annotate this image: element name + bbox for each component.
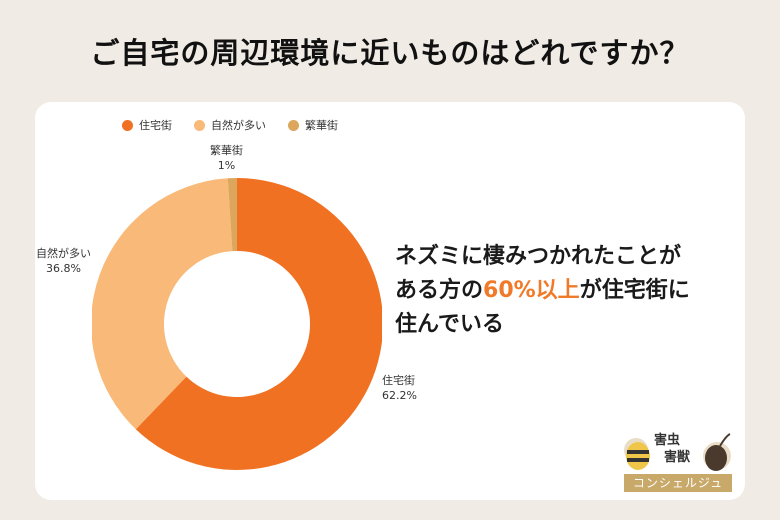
slice-hankagai[interactable] [227,178,237,252]
logo-line: 害獣 [664,450,691,465]
label-name: 繁華街 [210,144,243,157]
headline-line-3: 住んでいる [395,312,504,337]
label-name: 住宅街 [382,374,415,387]
headline-line-1: ネズミに棲みつかれたことが [395,244,682,269]
brand-logo: 害虫 害獣 コンシェルジュ [622,430,734,494]
label-value: 1% [217,159,236,172]
logo-text: 害虫 害獣 [654,432,690,466]
page-title: ご自宅の周辺環境に近いものはどれですか？ [90,36,690,70]
legend-item-hankagai[interactable]: 繁華街 [288,117,338,133]
headline-callout: ネズミに棲みつかれたことが ある方の60%以上が住宅街に 住んでいる [395,240,690,342]
headline-text: ある方の [395,278,484,303]
legend-label: 自然が多い [211,119,266,132]
logo-band: コンシェルジュ [624,474,732,492]
legend-dot-icon [122,119,133,131]
label-value: 62.2% [382,389,417,402]
slice-jutaku[interactable] [135,178,382,470]
donut-chart [92,178,382,470]
slice-shizen[interactable] [92,178,233,430]
legend-dot-icon [194,119,205,131]
legend-label: 繁華街 [305,119,338,132]
chart-legend: 住宅街 自然が多い 繁華街 [122,117,338,133]
label-shizen: 自然が多い 36.8% [36,246,91,276]
label-name: 自然が多い [36,247,91,260]
label-jutaku: 住宅街 62.2% [382,373,417,403]
logo-line: 害虫 [654,433,681,448]
headline-highlight: 60%以上 [483,278,580,303]
label-value: 36.8% [46,262,81,275]
legend-label: 住宅街 [139,119,172,132]
legend-item-shizen[interactable]: 自然が多い [194,117,266,133]
bee-mouse-icon [624,433,731,471]
headline-line-2: ある方の60%以上が住宅街に [395,274,690,308]
legend-item-jutaku[interactable]: 住宅街 [122,117,172,133]
label-hankagai: 繁華街 1% [210,143,243,173]
legend-dot-icon [288,119,299,131]
headline-text: が住宅街に [579,278,690,303]
